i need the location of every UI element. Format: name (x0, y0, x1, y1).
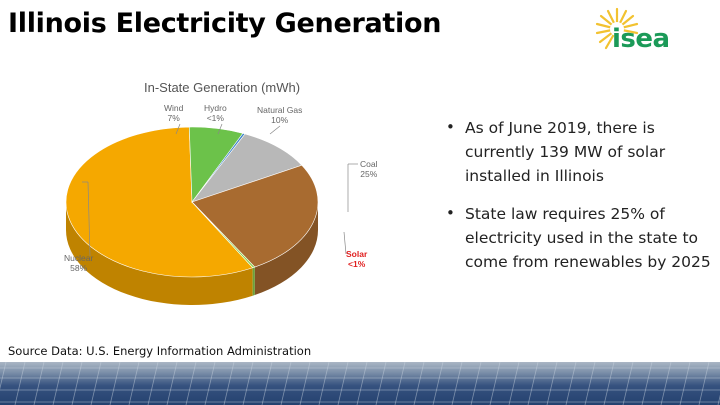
pie-slice-solar (191, 201, 256, 269)
solar-panels-image (0, 362, 720, 405)
label-coal-name: Coal (360, 159, 378, 169)
label-natural-gas-value: 10% (271, 114, 289, 125)
bullet-item: • State law requires 25% of electricity … (446, 202, 716, 274)
label-nuclear-value: 58% (70, 262, 88, 273)
label-nuclear-name: Nuclear (64, 253, 94, 263)
bullet-text: State law requires 25% of electricity us… (465, 205, 711, 271)
bullet-dot-icon: • (446, 118, 455, 136)
pie-slice-coal (191, 164, 319, 268)
label-hydro: Hydro <1% (204, 103, 227, 123)
pie-slice-nuclear (65, 126, 254, 278)
label-natural-gas: Natural Gas 10% (257, 105, 303, 125)
label-hydro-value: <1% (206, 112, 224, 123)
label-wind-value: 7% (167, 112, 180, 123)
pie-side-coal (254, 202, 318, 296)
sun-icon (595, 7, 639, 50)
leader-line (269, 125, 281, 135)
bullet-dot-icon: • (446, 204, 455, 222)
label-wind: Wind 7% (164, 103, 184, 123)
source-note: Source Data: U.S. Energy Information Adm… (8, 344, 312, 358)
pie-chart: In-State Generation (mWh) Wind 7% Hydro … (42, 72, 402, 322)
bullet-item: • As of June 2019, there is currently 13… (446, 116, 716, 188)
isea-logo: isea (592, 6, 682, 58)
bullet-list: • As of June 2019, there is currently 13… (446, 116, 716, 288)
label-coal-value: 25% (360, 168, 378, 179)
label-solar: Solar <1% (346, 249, 368, 269)
slide-title: Illinois Electricity Generation (8, 8, 442, 39)
bullet-text: As of June 2019, there is currently 139 … (465, 119, 666, 185)
leader-line (343, 231, 347, 255)
solar-panel-grid (0, 362, 720, 405)
label-solar-name: Solar (346, 249, 368, 259)
pie-side-nuclear (66, 202, 253, 306)
pie-side-solar (252, 267, 255, 296)
pie-slice-natural-gas (191, 133, 303, 203)
chart-title: In-State Generation (mWh) (144, 80, 301, 95)
leader-line (217, 123, 223, 135)
logo-text: isea (612, 24, 670, 54)
label-hydro-name: Hydro (204, 103, 227, 113)
label-solar-value: <1% (348, 258, 366, 269)
pie-svg (65, 123, 358, 306)
leader-line (87, 181, 91, 257)
label-wind-name: Wind (164, 103, 184, 113)
label-coal: Coal 25% (360, 159, 378, 179)
label-natural-gas-name: Natural Gas (257, 105, 303, 115)
leader-line (175, 123, 181, 135)
label-nuclear: Nuclear 58% (64, 253, 94, 273)
